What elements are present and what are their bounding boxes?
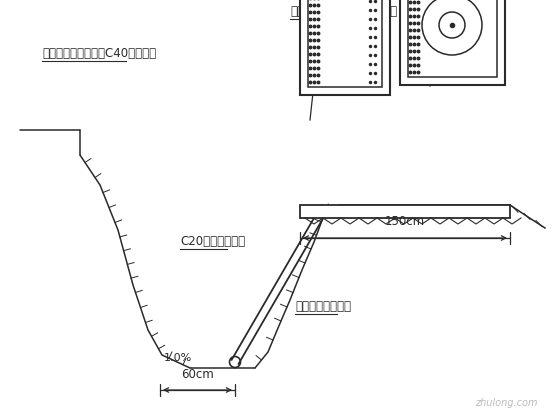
Text: 钢丝位移计测头及C40砼保护墩: 钢丝位移计测头及C40砼保护墩 [290, 5, 397, 18]
Text: 钢筋网: 钢筋网 [415, 27, 436, 40]
Bar [300, 205, 510, 218]
Text: 150cm: 150cm [385, 215, 425, 228]
Text: zhulong.com: zhulong.com [475, 398, 538, 408]
Bar [308, 0, 382, 87]
Text: 60cm: 60cm [181, 368, 214, 381]
Text: C20混凝土预制板: C20混凝土预制板 [180, 235, 245, 248]
Bar [300, 0, 390, 95]
Text: 水管式沉降仪测头及C40砼保护墩: 水管式沉降仪测头及C40砼保护墩 [42, 47, 156, 60]
Bar [408, 0, 497, 77]
Text: 1.0%: 1.0% [164, 353, 192, 363]
Text: 水管式沉降仪管线: 水管式沉降仪管线 [295, 300, 351, 313]
Bar [400, 0, 505, 85]
